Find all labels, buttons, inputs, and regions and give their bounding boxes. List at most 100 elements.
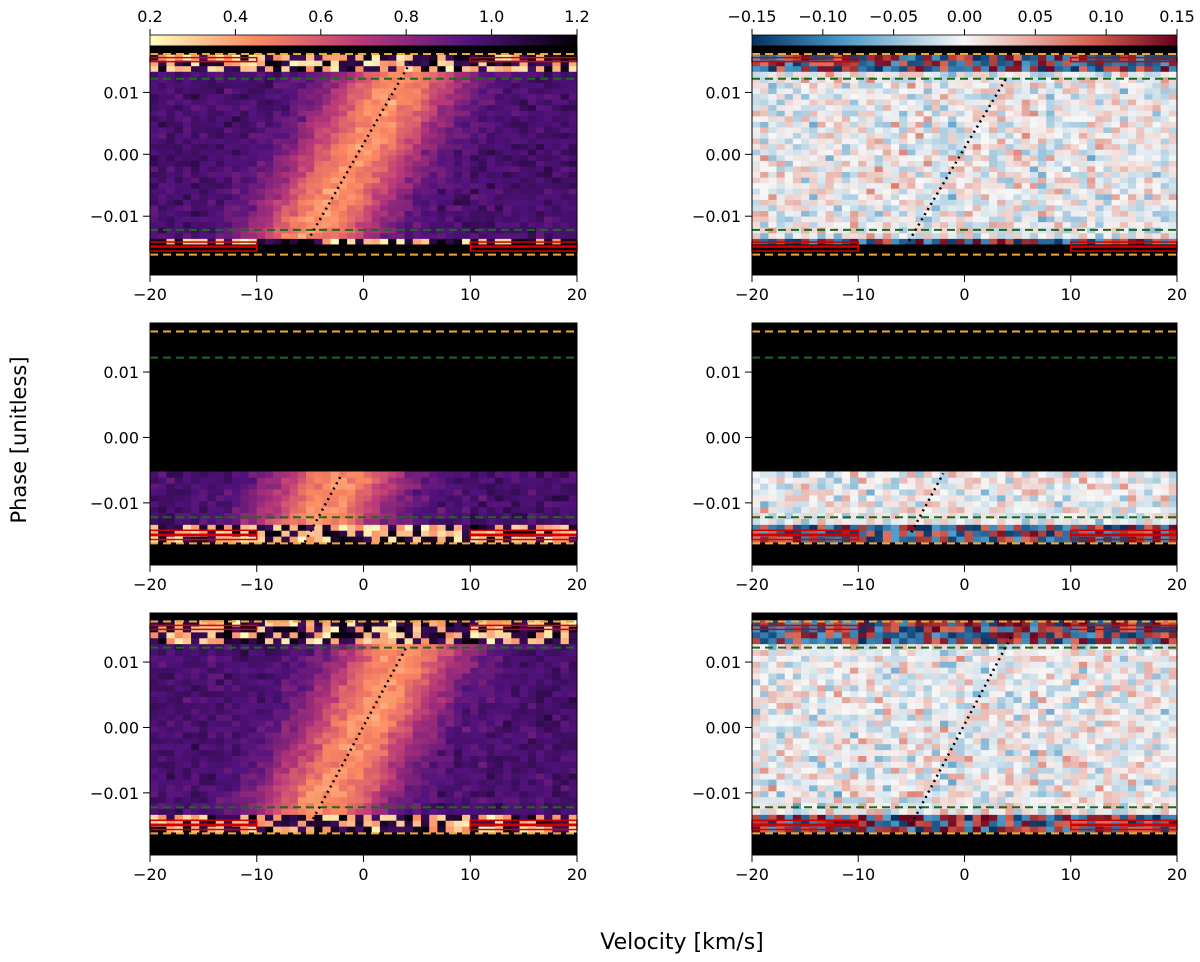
heatmap-cell <box>1095 160 1104 167</box>
heatmap-cell <box>1021 143 1031 150</box>
heatmap-cell <box>776 60 786 67</box>
heatmap-cell <box>150 477 159 484</box>
heatmap-cell <box>182 477 192 484</box>
heatmap-cell <box>174 143 184 150</box>
heatmap-cell <box>752 489 761 496</box>
heatmap-cell <box>297 530 307 537</box>
heatmap-cell <box>776 483 786 490</box>
heatmap-cell <box>1168 199 1178 206</box>
heatmap-cell <box>273 826 282 833</box>
heatmap-cell <box>792 518 802 525</box>
heatmap-cell <box>363 54 373 61</box>
heatmap-cell <box>833 483 843 490</box>
heatmap-cell <box>182 216 192 223</box>
heatmap-cell <box>462 110 471 117</box>
heatmap-cell <box>215 76 225 83</box>
heatmap-cell <box>997 71 1006 78</box>
heatmap-cell <box>166 193 176 200</box>
heatmap-cell <box>1038 512 1047 519</box>
heatmap-cell <box>363 138 373 145</box>
heatmap-cell <box>1119 524 1129 531</box>
heatmap-cell <box>1127 471 1137 478</box>
heatmap-cell <box>801 524 810 531</box>
heatmap-cell <box>519 221 529 228</box>
heatmap-cell <box>833 232 843 239</box>
heatmap-cell <box>371 500 381 508</box>
heatmap-cell <box>882 232 892 239</box>
heatmap-cell <box>511 127 520 134</box>
heatmap-cell <box>191 115 200 122</box>
heatmap-cell <box>527 199 537 206</box>
heatmap-cell <box>899 193 908 200</box>
heatmap-cell <box>445 154 455 161</box>
heatmap-cell <box>314 93 323 100</box>
heatmap-cell <box>363 60 373 67</box>
heatmap-cell <box>841 500 851 508</box>
heatmap-cell <box>429 121 438 128</box>
heatmap-cell <box>801 121 810 128</box>
heatmap-cell <box>568 110 578 117</box>
heatmap-cell <box>314 65 323 72</box>
heatmap-cell <box>248 518 258 525</box>
heatmap-cell <box>396 127 405 134</box>
heatmap-cell <box>1087 121 1096 128</box>
heatmap-cell <box>1070 82 1080 89</box>
heatmap-cell <box>273 93 282 100</box>
heatmap-cell <box>478 71 488 78</box>
heatmap-cell <box>150 82 159 89</box>
heatmap-cell <box>1078 60 1088 67</box>
heatmap-cell <box>817 166 826 173</box>
heatmap-cell <box>445 132 455 139</box>
heatmap-cell <box>801 506 810 514</box>
heatmap-cell <box>199 138 208 145</box>
heatmap-cell <box>890 60 900 67</box>
heatmap-cell <box>412 177 422 184</box>
heatmap-cell <box>445 205 455 212</box>
heatmap-cell <box>470 149 479 156</box>
heatmap-cell <box>1005 166 1014 173</box>
heatmap-cell <box>453 238 463 245</box>
heatmap-cell <box>412 188 422 195</box>
heatmap-cell <box>404 518 414 525</box>
heatmap-cell <box>404 216 414 223</box>
heatmap-cell <box>462 512 471 519</box>
heatmap-cell <box>273 530 282 537</box>
heatmap-cell <box>429 238 438 245</box>
heatmap-cell <box>776 76 786 83</box>
heatmap-cell <box>866 138 875 145</box>
heatmap-cell <box>240 88 249 95</box>
heatmap-cell <box>199 477 208 484</box>
heatmap-cell <box>923 93 933 100</box>
heatmap-cell <box>1054 524 1063 531</box>
heatmap-cell <box>355 121 364 128</box>
heatmap-cell <box>923 199 933 206</box>
heatmap-cell <box>899 54 908 61</box>
heatmap-cell <box>858 506 867 514</box>
heatmap-cell <box>1160 65 1170 72</box>
heatmap-cell <box>1046 210 1055 217</box>
heatmap-cell <box>972 188 982 195</box>
heatmap-cell <box>825 115 835 122</box>
heatmap-cell <box>1168 506 1178 514</box>
heatmap-cell <box>437 216 447 223</box>
heatmap-cell <box>478 154 488 161</box>
heatmap-cell <box>997 518 1006 525</box>
heatmap-cell <box>1005 154 1014 161</box>
heatmap-cell <box>330 160 340 167</box>
heatmap-cell <box>809 65 818 72</box>
heatmap-cell <box>273 115 282 122</box>
heatmap-cell <box>980 232 990 239</box>
heatmap-cell <box>478 500 488 508</box>
heatmap-cell <box>264 506 274 514</box>
heatmap-cell <box>429 171 438 178</box>
heatmap-cell <box>1070 160 1080 167</box>
heatmap-cell <box>519 530 529 537</box>
heatmap-cell <box>956 93 965 100</box>
heatmap-cell <box>486 154 496 161</box>
heatmap-cell <box>347 110 356 117</box>
heatmap-cell <box>232 138 241 145</box>
heatmap-cell <box>330 530 340 537</box>
heatmap-cell <box>1005 216 1014 223</box>
heatmap-cell <box>858 471 867 478</box>
heatmap-cell <box>1070 143 1080 150</box>
